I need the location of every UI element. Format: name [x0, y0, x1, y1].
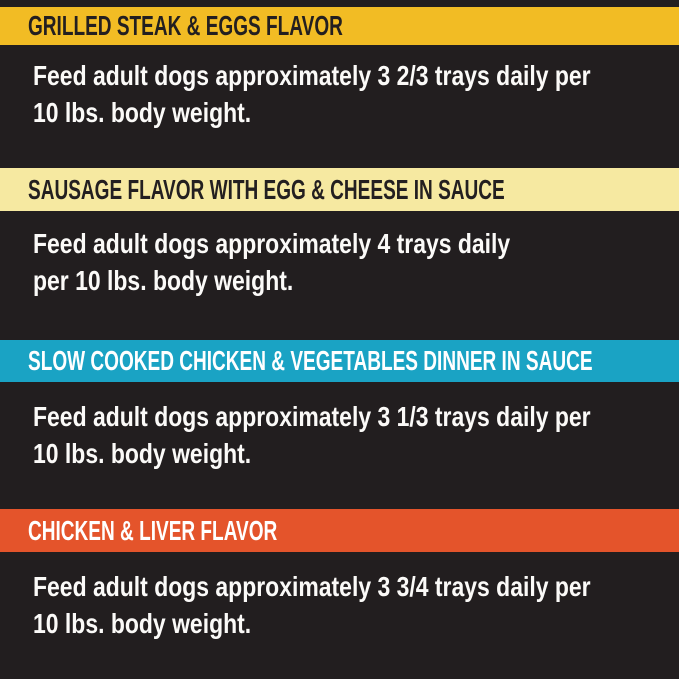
feeding-instructions-line: 10 lbs. body weight. — [33, 97, 252, 128]
feeding-instructions-chicken-liver: Feed adult dogs approximately 3 3/4 tray… — [33, 568, 591, 642]
flavor-header-label: GRILLED STEAK & EGGS FLAVOR — [28, 10, 343, 41]
feeding-instructions-line: Feed adult dogs approximately 3 3/4 tray… — [33, 571, 591, 602]
flavor-header-bar-sausage-egg-cheese: SAUSAGE FLAVOR WITH EGG & CHEESE IN SAUC… — [0, 168, 679, 211]
feeding-instructions-grilled-steak-eggs: Feed adult dogs approximately 3 2/3 tray… — [33, 57, 591, 131]
feeding-instructions-line: Feed adult dogs approximately 3 2/3 tray… — [33, 60, 591, 91]
feeding-instructions-sausage-egg-cheese: Feed adult dogs approximately 4 trays da… — [33, 225, 510, 299]
flavor-header-label: CHICKEN & LIVER FLAVOR — [28, 514, 278, 546]
feeding-instructions-line: 10 lbs. body weight. — [33, 438, 252, 469]
feeding-instructions-line: 10 lbs. body weight. — [33, 608, 252, 639]
feeding-instructions-line: Feed adult dogs approximately 3 1/3 tray… — [33, 401, 591, 432]
flavor-header-bar-grilled-steak-eggs: GRILLED STEAK & EGGS FLAVOR — [0, 7, 679, 45]
flavor-header-label: SLOW COOKED CHICKEN & VEGETABLES DINNER … — [28, 345, 593, 376]
feeding-instructions-chicken-vegetables: Feed adult dogs approximately 3 1/3 tray… — [33, 398, 591, 472]
flavor-header-bar-chicken-vegetables: SLOW COOKED CHICKEN & VEGETABLES DINNER … — [0, 340, 679, 382]
flavor-header-label: SAUSAGE FLAVOR WITH EGG & CHEESE IN SAUC… — [28, 173, 505, 205]
flavor-header-bar-chicken-liver: CHICKEN & LIVER FLAVOR — [0, 509, 679, 552]
feeding-instructions-line: Feed adult dogs approximately 4 trays da… — [33, 228, 511, 259]
feeding-instructions-line: per 10 lbs. body weight. — [33, 265, 294, 296]
